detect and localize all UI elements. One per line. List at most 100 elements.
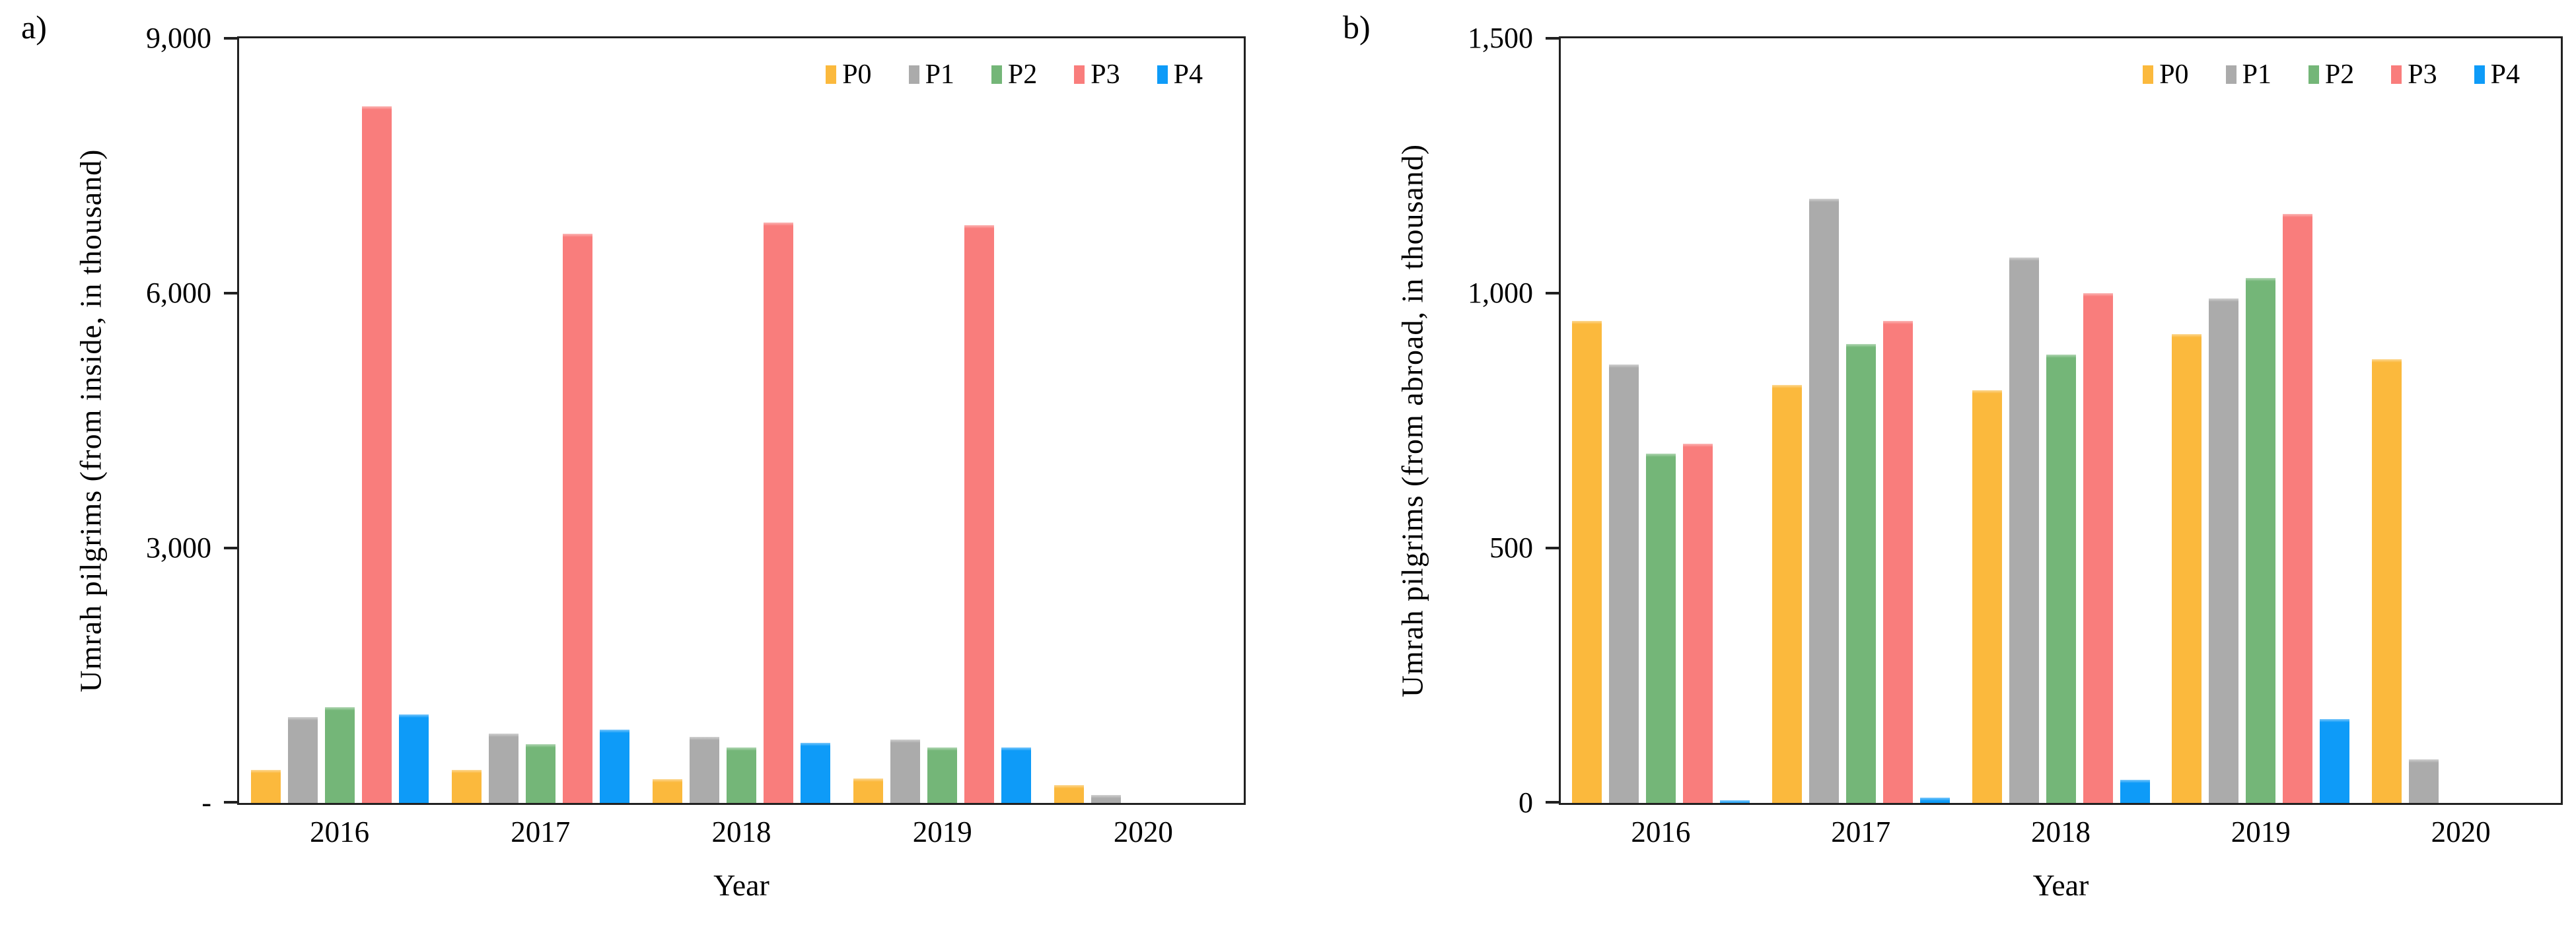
legend-item-a-P0: P0 (826, 59, 872, 90)
chart-panel-b: b) Umrah pilgrims (from abroad, in thous… (1343, 11, 2563, 901)
y-tick-label-b-1500: 1,500 (1468, 22, 1533, 54)
bar-a-2019-P0 (853, 778, 884, 803)
x-label-b-2016: 2016 (1631, 815, 1691, 848)
bar-a-2018-P4 (801, 742, 830, 803)
y-tick-label-b-0: 0 (1519, 786, 1533, 819)
y-tick-label-a-9000: 9,000 (146, 22, 211, 54)
legend-item-b-P1: P1 (2225, 59, 2272, 90)
bar-b-2016-P0 (1571, 321, 1602, 803)
bar-a-2017-P1 (488, 733, 519, 803)
legend-label-P0: P0 (842, 59, 872, 90)
legend-swatch-icon-P0 (2143, 65, 2154, 84)
legend-swatch-icon-P2 (991, 65, 1002, 84)
panel-label-b: b) (1343, 9, 1371, 46)
legend-label-P4: P4 (1173, 59, 1203, 90)
bar-b-2016-P3 (1682, 443, 1713, 803)
bar-b-2018-P1 (2009, 257, 2039, 803)
bar-b-2019-P0 (2172, 333, 2202, 803)
bar-a-2017-P3 (562, 233, 592, 803)
y-tick-a-3000 (224, 547, 237, 549)
legend-item-a-P2: P2 (991, 61, 1037, 88)
y-tick-a-9000 (224, 37, 237, 40)
legend-swatch-icon-P0 (826, 65, 837, 84)
x-label-b-2020: 2020 (2431, 815, 2491, 848)
legend-swatch-icon-P3 (1074, 65, 1085, 84)
bar-a-2020-P1 (1091, 795, 1122, 803)
legend-swatch-icon-P3 (2391, 65, 2402, 84)
y-tick-b-1500 (1546, 37, 1559, 40)
x-label-b-2018: 2018 (2031, 815, 2091, 848)
legend-item-a-P1: P1 (908, 59, 954, 90)
bar-a-2018-P0 (653, 778, 682, 803)
bar-a-2016-P0 (250, 769, 281, 803)
bar-b-2017-P3 (1882, 321, 1913, 803)
bar-b-2017-P0 (1771, 384, 1802, 803)
bar-b-2018-P4 (2120, 780, 2150, 803)
chart-panel-a: a) Umrah pilgrims (from inside, in thous… (21, 11, 1246, 901)
legend-item-b-P0: P0 (2143, 59, 2189, 90)
legend-label-P2: P2 (2324, 59, 2355, 90)
legend-swatch-icon-P4 (2474, 65, 2485, 84)
legend-swatch-icon-P4 (1157, 65, 1168, 84)
legend-label-P0: P0 (2159, 59, 2189, 90)
bar-a-2018-P3 (764, 223, 793, 803)
legend-label-P1: P1 (2242, 59, 2272, 90)
legend-b: P0 P1 P2 P3 P4 (2143, 61, 2520, 88)
legend-a: P0 P1 P2 P3 P4 (826, 61, 1203, 88)
legend-label-P2: P2 (1007, 59, 1038, 90)
x-label-a-2020: 2020 (1113, 815, 1173, 848)
x-label-b-2017: 2017 (1831, 815, 1891, 848)
bar-b-2018-P2 (2046, 354, 2076, 803)
y-axis-title-b: Umrah pilgrims (from abroad, in thousand… (1395, 143, 1429, 698)
bar-b-2017-P2 (1845, 344, 1876, 803)
x-axis-title-b: Year (2032, 868, 2089, 902)
legend-item-b-P3: P3 (2391, 61, 2437, 88)
x-label-a-2017: 2017 (511, 815, 571, 848)
legend-label-P1: P1 (925, 59, 954, 90)
x-label-a-2019: 2019 (912, 815, 972, 848)
panel-label-a: a) (21, 9, 47, 46)
legend-item-b-P4: P4 (2474, 61, 2520, 88)
y-tick-label-a-0: - (201, 786, 211, 819)
bar-a-2019-P3 (964, 225, 995, 803)
bar-a-2017-P2 (525, 744, 555, 803)
y-tick-b-0 (1546, 801, 1559, 804)
y-tick-label-a-3000: 3,000 (146, 532, 211, 564)
bar-b-2016-P2 (1645, 454, 1676, 803)
bar-a-2016-P3 (361, 106, 392, 803)
x-axis-title-a: Year (713, 868, 769, 902)
bar-a-2016-P2 (324, 707, 355, 803)
legend-swatch-icon-P2 (2308, 65, 2319, 84)
y-tick-a-0 (224, 801, 237, 804)
y-tick-b-1000 (1546, 292, 1559, 294)
legend-swatch-icon-P1 (908, 65, 919, 84)
legend-label-P3: P3 (1091, 59, 1120, 90)
bar-a-2018-P2 (727, 747, 756, 803)
legend-label-P3: P3 (2408, 59, 2437, 90)
bar-b-2020-P0 (2372, 359, 2402, 803)
bar-b-2020-P1 (2409, 759, 2439, 803)
y-tick-label-a-6000: 6,000 (146, 277, 211, 309)
y-tick-label-b-500: 500 (1489, 532, 1533, 564)
bar-a-2016-P1 (287, 717, 318, 803)
bar-b-2019-P4 (2320, 718, 2350, 803)
bar-b-2018-P0 (1972, 390, 2002, 803)
y-axis-title-a: Umrah pilgrims (from inside, in thousand… (73, 149, 108, 693)
bar-a-2019-P4 (1001, 747, 1032, 803)
y-tick-b-500 (1546, 547, 1559, 549)
x-label-b-2019: 2019 (2231, 815, 2291, 848)
bar-a-2019-P2 (927, 747, 958, 803)
bar-b-2019-P3 (2283, 214, 2313, 803)
bar-b-2016-P4 (1719, 800, 1750, 803)
x-label-a-2016: 2016 (310, 815, 370, 848)
bar-a-2019-P1 (890, 739, 921, 803)
bar-a-2016-P4 (398, 714, 429, 803)
bar-b-2016-P1 (1608, 364, 1639, 803)
y-tick-a-6000 (224, 292, 237, 294)
bar-a-2018-P1 (690, 736, 719, 803)
legend-label-P4: P4 (2490, 59, 2520, 90)
bar-a-2017-P4 (599, 730, 629, 803)
bar-b-2018-P3 (2083, 293, 2113, 803)
legend-item-a-P4: P4 (1157, 61, 1203, 88)
